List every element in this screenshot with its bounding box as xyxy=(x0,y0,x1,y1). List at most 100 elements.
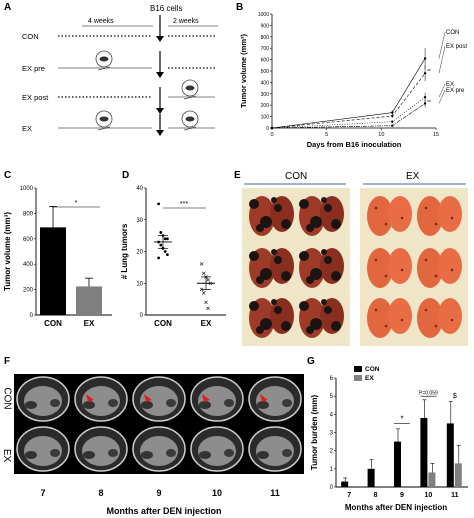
mri-dark-region xyxy=(199,451,211,459)
panel-d-letter: D xyxy=(122,170,130,181)
lung-tumor-nodule xyxy=(450,318,454,322)
panel-b-legend-label: CON xyxy=(446,30,459,36)
panel-b-ytick-label: 600 xyxy=(261,58,270,64)
lung-tumor-nodule xyxy=(249,199,259,209)
panel-b-point xyxy=(423,102,427,105)
lung-tumor-nodule xyxy=(374,206,378,210)
panel-d-point xyxy=(163,237,167,241)
panel-b-legend-leader xyxy=(438,83,446,98)
panel-b-legend-leader xyxy=(438,45,446,74)
panel-g-p-label: P=0.059 xyxy=(419,390,438,396)
panel-b-xlabel: Days from B16 inoculation xyxy=(307,140,402,149)
red-arrow-icon xyxy=(202,394,210,402)
lung-lobe xyxy=(438,196,462,232)
panel-b-point xyxy=(270,126,274,130)
lung-tumor-nodule xyxy=(271,197,277,203)
lung-tumor-nodule xyxy=(281,321,291,331)
lung-tumor-nodule xyxy=(324,306,332,314)
panel-d-point: ✕ xyxy=(201,291,206,297)
panel-g-bar xyxy=(367,468,375,487)
panel-g-ytick-label: 2 xyxy=(330,449,334,455)
panel-b-legend-label: EX xyxy=(446,82,454,88)
lung-lobe xyxy=(438,298,462,334)
panel-g-bar xyxy=(394,441,401,487)
lung-tumor-nodule xyxy=(256,224,264,232)
panel-b-ytick-label: 1000 xyxy=(258,12,269,18)
mri-dark-region xyxy=(50,399,60,407)
red-arrow-icon xyxy=(260,394,268,402)
panel-d-point xyxy=(159,243,163,247)
mri-dark-region xyxy=(108,399,118,407)
panel-d-point xyxy=(157,256,160,260)
lung-tumor-nodule xyxy=(384,222,388,226)
lung-tumor-nodule xyxy=(321,249,327,255)
lung-tumor-nodule xyxy=(434,274,438,278)
panel-f-month-label: 10 xyxy=(212,488,222,498)
lung-tumor-nodule xyxy=(271,249,277,255)
panel-f-row-bottom: EX xyxy=(1,448,13,463)
panel-b-point xyxy=(391,111,394,114)
panel-f-month-label: 7 xyxy=(40,488,45,498)
lung-tumor-nodule xyxy=(384,324,388,328)
mouse-icon xyxy=(185,116,195,122)
panel-g-legend-label: EX xyxy=(365,375,374,382)
panel-d-point: ✕ xyxy=(199,262,204,268)
panel-a-schematic: B16 cells 4 weeks 2 weeks CON EX pre EX po… xyxy=(22,4,218,136)
mri-dark-region xyxy=(83,451,95,459)
lung-tumor-nodule xyxy=(331,271,341,281)
panel-a-row-label: EX xyxy=(22,124,32,133)
mouse-icon xyxy=(185,85,195,91)
panel-a-row-label: EX post xyxy=(22,93,49,102)
lung-tumor-nodule xyxy=(249,251,259,261)
panel-g-bar xyxy=(341,481,349,487)
lung-tumor-nodule xyxy=(271,299,277,305)
lung-tumor-nodule xyxy=(450,216,454,220)
panel-d-sig-label: *** xyxy=(180,201,188,208)
lung-lobe xyxy=(438,248,462,284)
panel-f-month-label: 11 xyxy=(270,488,280,498)
panel-d-point: ✕ xyxy=(199,288,204,294)
lung-tumor-nodule xyxy=(281,219,291,229)
mri-dark-region xyxy=(199,401,211,409)
panel-f-letter: F xyxy=(4,356,11,367)
panel-b-ytick-label: 200 xyxy=(261,103,270,109)
panel-b-series-line xyxy=(271,73,426,129)
panel-f-month-label: 9 xyxy=(156,488,161,498)
lung-lobe xyxy=(367,298,393,338)
panel-f-month-label: 8 xyxy=(98,488,103,498)
panel-d-ytick-label: 10 xyxy=(136,281,143,287)
panel-g-legend-swatch xyxy=(354,375,362,381)
panel-b-point xyxy=(391,124,394,127)
panel-g-category-label: 10 xyxy=(425,492,433,499)
lung-tumor-nodule xyxy=(450,268,454,272)
mri-dark-region xyxy=(166,399,176,407)
panel-b-point xyxy=(391,114,394,118)
lung-tumor-nodule xyxy=(299,251,309,261)
panel-d-point xyxy=(166,253,169,257)
lung-tumor-nodule xyxy=(324,204,332,212)
lung-tumor-nodule xyxy=(274,306,282,314)
lung-tumor-nodule xyxy=(274,256,282,264)
mri-dark-region xyxy=(141,451,153,459)
panel-d-point: ✕ xyxy=(206,307,211,313)
panel-d-point: ✕ xyxy=(208,281,213,287)
panel-a-header-left: 4 weeks xyxy=(88,18,114,25)
lung-tumor-nodule xyxy=(331,321,341,331)
panel-c-letter: C xyxy=(4,170,12,181)
panel-b-ylabel: Tumor volume (mm³) xyxy=(239,33,248,108)
panel-d-ytick-label: 40 xyxy=(136,186,143,192)
panel-d-point: ✕ xyxy=(201,272,206,278)
lung-tumor-nodule xyxy=(324,256,332,264)
lung-tumor-nodule xyxy=(384,274,388,278)
panel-b-xtick-label: 0 xyxy=(270,132,273,138)
panel-d-point xyxy=(159,231,163,234)
panel-g-bar xyxy=(454,463,462,487)
panel-b-point xyxy=(423,72,427,75)
panel-g-letter: G xyxy=(307,356,315,367)
red-arrow-icon xyxy=(86,394,94,402)
mri-dark-region xyxy=(108,449,118,457)
wheel-stand-icon xyxy=(97,66,111,71)
panel-d-category-label: EX xyxy=(201,319,212,328)
lung-tumor-nodule xyxy=(424,258,428,262)
lung-lobe xyxy=(367,196,393,236)
